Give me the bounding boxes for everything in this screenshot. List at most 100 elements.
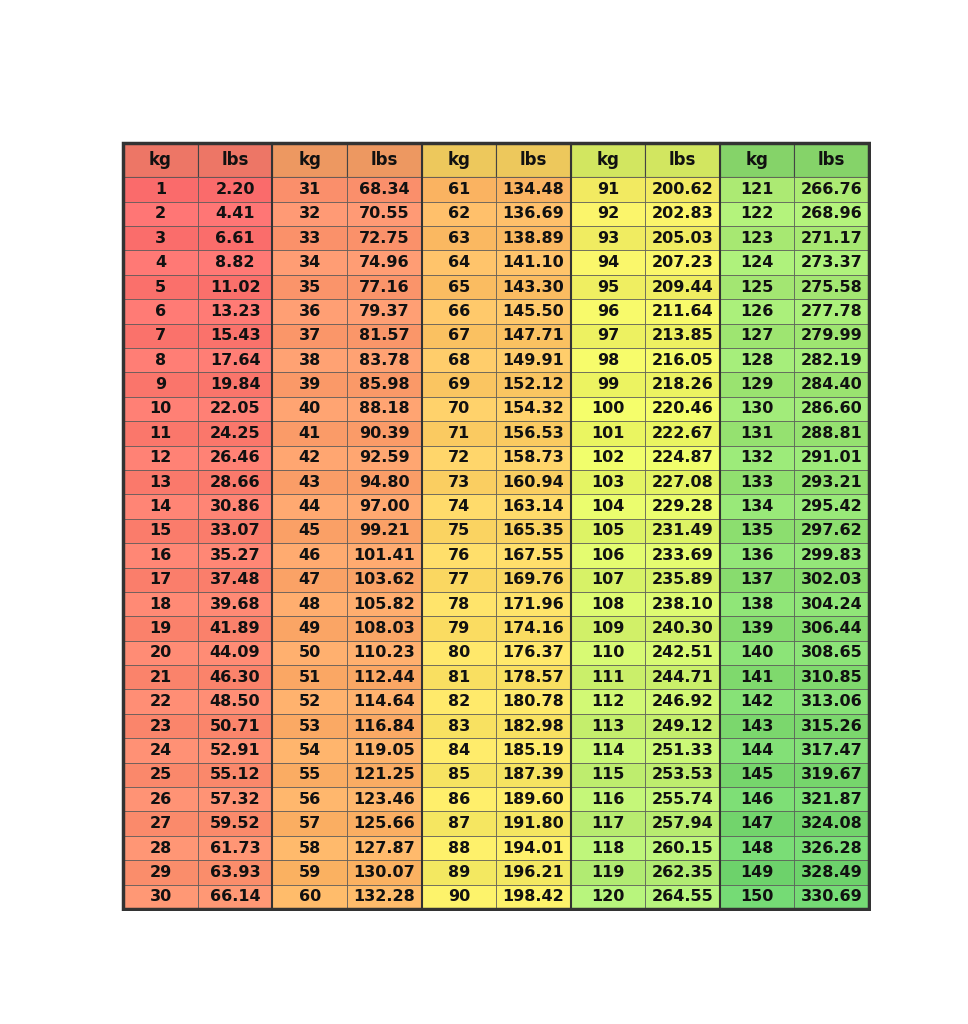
Bar [571, 616, 646, 641]
Text: 246.92: 246.92 [651, 694, 713, 710]
Text: 79: 79 [447, 621, 469, 636]
Text: 126: 126 [741, 304, 773, 318]
Bar [197, 836, 272, 860]
Text: 96: 96 [597, 304, 620, 318]
Text: 9: 9 [155, 377, 166, 392]
Bar [497, 495, 571, 519]
Bar [347, 666, 421, 689]
Text: 313.06: 313.06 [801, 694, 862, 710]
Bar [646, 421, 720, 445]
Text: 123: 123 [741, 230, 773, 246]
Bar [720, 421, 795, 445]
Text: 77: 77 [447, 572, 469, 587]
Text: 71: 71 [447, 426, 469, 441]
Text: 264.55: 264.55 [651, 889, 713, 904]
Text: 284.40: 284.40 [801, 377, 862, 392]
Bar [421, 666, 497, 689]
Bar [123, 226, 197, 251]
Text: 231.49: 231.49 [651, 523, 713, 539]
Text: 84: 84 [447, 743, 469, 758]
Text: 299.83: 299.83 [801, 548, 862, 563]
Text: 145: 145 [741, 767, 773, 782]
Text: 273.37: 273.37 [801, 255, 862, 270]
Text: 103.62: 103.62 [353, 572, 415, 587]
Text: 26: 26 [149, 792, 171, 807]
Text: 11.02: 11.02 [210, 280, 260, 295]
Bar [347, 641, 421, 666]
Bar [347, 592, 421, 616]
Text: 92: 92 [597, 207, 620, 221]
Text: 66.14: 66.14 [210, 889, 260, 904]
Bar [646, 763, 720, 787]
Bar [795, 666, 869, 689]
Text: 92.59: 92.59 [359, 451, 409, 465]
Text: 286.60: 286.60 [801, 401, 862, 417]
Bar [197, 738, 272, 763]
Bar [197, 226, 272, 251]
Bar [646, 543, 720, 567]
Bar [571, 177, 646, 202]
Text: 2: 2 [155, 207, 166, 221]
Text: 114: 114 [591, 743, 624, 758]
Text: 127: 127 [741, 329, 773, 343]
Text: 55.12: 55.12 [210, 767, 260, 782]
Bar [497, 811, 571, 836]
Bar [795, 519, 869, 543]
Bar [272, 836, 347, 860]
Text: 140: 140 [741, 645, 773, 660]
Text: 5: 5 [155, 280, 166, 295]
Bar [197, 177, 272, 202]
Text: 275.58: 275.58 [801, 280, 862, 295]
Text: lbs: lbs [222, 151, 249, 169]
Text: 121.25: 121.25 [353, 767, 415, 782]
Bar [197, 714, 272, 738]
Text: 220.46: 220.46 [651, 401, 713, 417]
Bar [421, 445, 497, 470]
Bar [720, 689, 795, 714]
Bar [347, 714, 421, 738]
Bar [123, 519, 197, 543]
Bar [795, 251, 869, 274]
Bar [720, 348, 795, 373]
Bar [795, 567, 869, 592]
Bar [421, 641, 497, 666]
Bar [720, 616, 795, 641]
Bar [720, 470, 795, 495]
Bar [646, 396, 720, 421]
Text: 37.48: 37.48 [210, 572, 260, 587]
Text: 132: 132 [741, 451, 773, 465]
Bar [347, 470, 421, 495]
Bar [123, 324, 197, 348]
Bar [123, 299, 197, 324]
Bar [272, 666, 347, 689]
Bar [720, 202, 795, 226]
Bar [421, 226, 497, 251]
Bar [720, 738, 795, 763]
Text: 169.76: 169.76 [502, 572, 564, 587]
Bar [571, 836, 646, 860]
Text: 310.85: 310.85 [801, 670, 862, 685]
Text: 120: 120 [591, 889, 624, 904]
Text: 98: 98 [597, 352, 620, 368]
Text: 149: 149 [741, 865, 773, 880]
Text: 72.75: 72.75 [359, 230, 409, 246]
Bar [272, 641, 347, 666]
Bar [347, 251, 421, 274]
Bar [347, 299, 421, 324]
Bar [795, 299, 869, 324]
Bar [421, 592, 497, 616]
Bar [197, 470, 272, 495]
Bar [347, 445, 421, 470]
Text: 112: 112 [591, 694, 624, 710]
Bar [646, 714, 720, 738]
Text: 46.30: 46.30 [210, 670, 260, 685]
Bar [347, 787, 421, 811]
Text: 79.37: 79.37 [359, 304, 409, 318]
Text: 266.76: 266.76 [801, 182, 862, 197]
Bar [497, 470, 571, 495]
Text: 142: 142 [741, 694, 773, 710]
Text: 238.10: 238.10 [651, 597, 713, 611]
Bar [123, 274, 197, 299]
Text: 47: 47 [298, 572, 320, 587]
Text: 97.00: 97.00 [359, 499, 409, 514]
